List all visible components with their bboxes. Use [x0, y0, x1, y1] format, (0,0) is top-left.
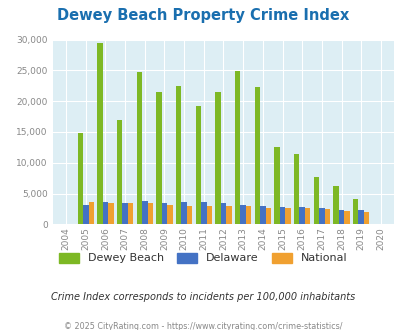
- Bar: [304, 208, 310, 224]
- Bar: [88, 202, 94, 224]
- Bar: [352, 199, 358, 224]
- Bar: [156, 92, 161, 224]
- Bar: [200, 202, 206, 224]
- Bar: [215, 92, 220, 224]
- Bar: [254, 87, 260, 224]
- Bar: [142, 201, 147, 224]
- Bar: [363, 212, 369, 224]
- Bar: [324, 209, 329, 224]
- Bar: [195, 106, 200, 224]
- Bar: [117, 120, 122, 224]
- Bar: [161, 204, 167, 224]
- Text: Crime Index corresponds to incidents per 100,000 inhabitants: Crime Index corresponds to incidents per…: [51, 292, 354, 302]
- Bar: [333, 186, 338, 224]
- Bar: [240, 205, 245, 224]
- Bar: [83, 205, 88, 224]
- Bar: [108, 204, 113, 224]
- Text: Dewey Beach Property Crime Index: Dewey Beach Property Crime Index: [57, 8, 348, 23]
- Bar: [298, 207, 304, 224]
- Bar: [265, 208, 271, 224]
- Bar: [318, 208, 324, 224]
- Bar: [343, 211, 349, 224]
- Bar: [260, 206, 265, 224]
- Bar: [181, 202, 186, 224]
- Bar: [338, 210, 343, 224]
- Bar: [186, 206, 192, 224]
- Bar: [273, 148, 279, 224]
- Bar: [220, 204, 226, 224]
- Bar: [175, 86, 181, 224]
- Legend: Dewey Beach, Delaware, National: Dewey Beach, Delaware, National: [55, 249, 350, 267]
- Bar: [147, 204, 153, 224]
- Bar: [77, 133, 83, 224]
- Bar: [206, 206, 211, 224]
- Bar: [128, 204, 133, 224]
- Bar: [136, 72, 142, 224]
- Bar: [102, 202, 108, 224]
- Bar: [245, 206, 251, 224]
- Bar: [226, 206, 231, 224]
- Bar: [234, 71, 240, 224]
- Bar: [293, 154, 298, 224]
- Bar: [122, 204, 128, 224]
- Bar: [285, 208, 290, 224]
- Text: © 2025 CityRating.com - https://www.cityrating.com/crime-statistics/: © 2025 CityRating.com - https://www.city…: [64, 322, 341, 330]
- Bar: [358, 210, 363, 224]
- Bar: [313, 177, 318, 224]
- Bar: [279, 207, 285, 224]
- Bar: [167, 205, 173, 224]
- Bar: [97, 43, 102, 224]
